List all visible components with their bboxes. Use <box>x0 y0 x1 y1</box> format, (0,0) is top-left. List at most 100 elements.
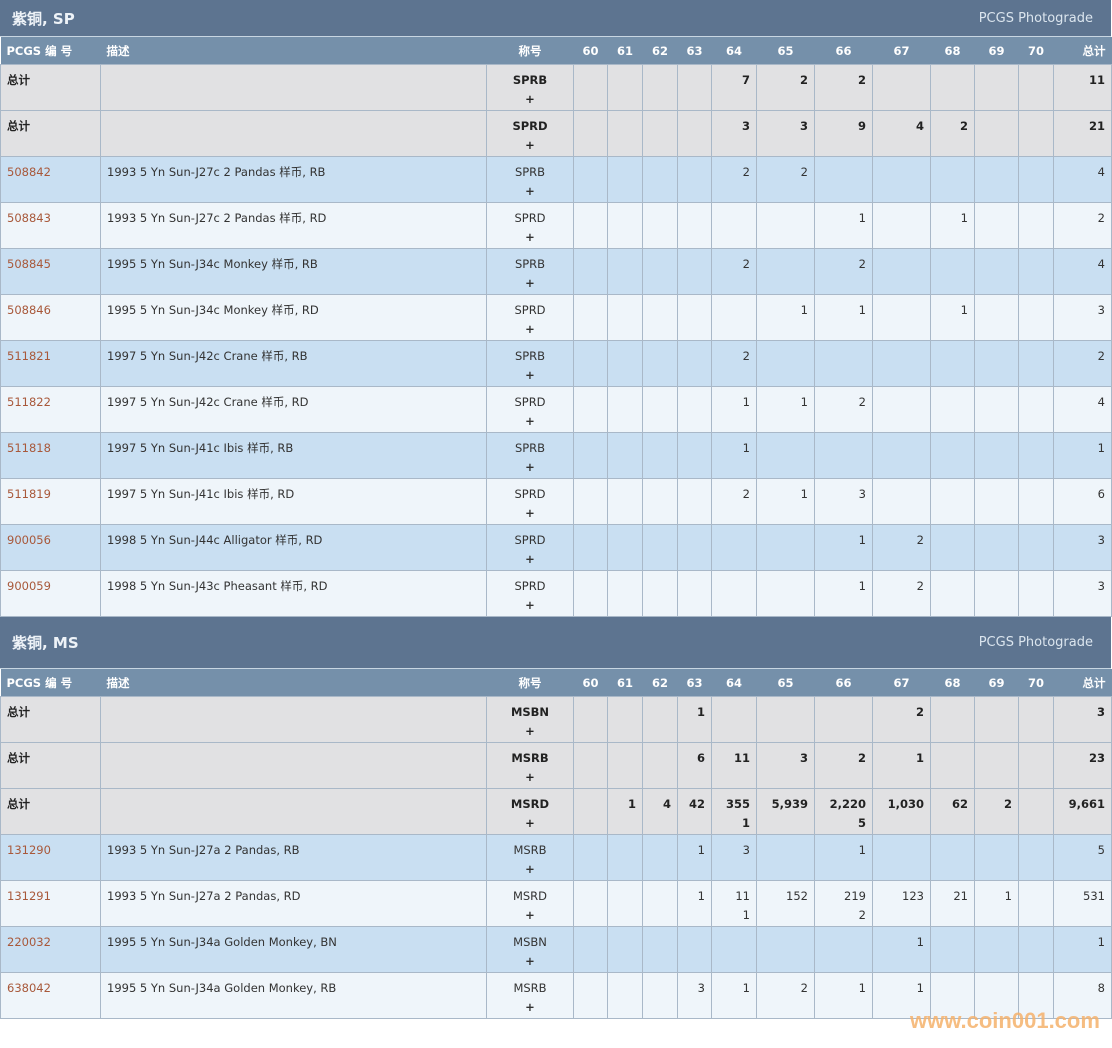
grade-cell-66[interactable]: 2,220 5 <box>814 788 873 835</box>
grade-cell-65[interactable]: 1 <box>756 386 815 433</box>
col-header-grade-61[interactable]: 61 <box>607 669 643 697</box>
grade-cell-69[interactable]: 2 <box>974 788 1019 835</box>
col-header-grade-67[interactable]: 67 <box>872 37 931 65</box>
pcgs-number-link[interactable]: 511822 <box>7 395 51 409</box>
grade-cell-63[interactable]: 1 <box>677 834 712 881</box>
grade-cell-65[interactable]: 5,939 <box>756 788 815 835</box>
pcgs-number-link[interactable]: 508843 <box>7 211 51 225</box>
col-header-grade-68[interactable]: 68 <box>930 669 975 697</box>
grade-cell-67[interactable]: 1 <box>872 926 931 973</box>
grade-cell-66[interactable]: 2 <box>814 248 873 295</box>
grade-cell-66[interactable]: 219 2 <box>814 880 873 927</box>
grade-cell-66[interactable]: 9 <box>814 110 873 157</box>
grade-cell-64[interactable]: 11 <box>711 742 757 789</box>
grade-cell-66[interactable]: 2 <box>814 742 873 789</box>
grade-cell-64[interactable]: 11 1 <box>711 880 757 927</box>
grade-cell-63[interactable]: 3 <box>677 972 712 1019</box>
pcgs-number-link[interactable]: 511818 <box>7 441 51 455</box>
grade-cell-66[interactable]: 1 <box>814 570 873 617</box>
grade-cell-64[interactable]: 1 <box>711 386 757 433</box>
plus-expand-button[interactable]: + <box>525 92 535 106</box>
pcgs-number-link[interactable]: 508842 <box>7 165 51 179</box>
col-header-grade-66[interactable]: 66 <box>814 37 873 65</box>
grade-cell-65[interactable]: 2 <box>756 64 815 111</box>
col-header-grade-64[interactable]: 64 <box>711 37 757 65</box>
plus-expand-button[interactable]: + <box>525 1000 535 1014</box>
pcgs-number-link[interactable]: 508846 <box>7 303 51 317</box>
col-header-grade-64[interactable]: 64 <box>711 669 757 697</box>
grade-cell-64[interactable]: 1 <box>711 972 757 1019</box>
pcgs-number-link[interactable]: 131291 <box>7 889 51 903</box>
grade-cell-66[interactable]: 1 <box>814 294 873 341</box>
grade-cell-62[interactable]: 4 <box>642 788 678 835</box>
col-header-grade-61[interactable]: 61 <box>607 37 643 65</box>
col-header-total[interactable]: 总计 <box>1053 37 1112 65</box>
plus-expand-button[interactable]: + <box>525 506 535 520</box>
col-header-desc[interactable]: 描述 <box>100 669 487 697</box>
grade-cell-68[interactable]: 62 <box>930 788 975 835</box>
grade-cell-68[interactable]: 1 <box>930 202 975 249</box>
grade-cell-67[interactable]: 2 <box>872 696 931 743</box>
col-header-grade-70[interactable]: 70 <box>1018 37 1054 65</box>
grade-cell-66[interactable]: 1 <box>814 972 873 1019</box>
col-header-designation[interactable]: 称号 <box>486 669 574 697</box>
col-header-grade-67[interactable]: 67 <box>872 669 931 697</box>
plus-expand-button[interactable]: + <box>525 552 535 566</box>
grade-cell-66[interactable]: 1 <box>814 202 873 249</box>
grade-cell-64[interactable]: 1 <box>711 432 757 479</box>
plus-expand-button[interactable]: + <box>525 724 535 738</box>
col-header-grade-68[interactable]: 68 <box>930 37 975 65</box>
grade-cell-64[interactable]: 3 <box>711 110 757 157</box>
grade-cell-65[interactable]: 3 <box>756 110 815 157</box>
col-header-desc[interactable]: 描述 <box>100 37 487 65</box>
grade-cell-64[interactable]: 3 <box>711 834 757 881</box>
pcgs-number-link[interactable]: 131290 <box>7 843 51 857</box>
grade-cell-67[interactable]: 4 <box>872 110 931 157</box>
pcgs-number-link[interactable]: 900059 <box>7 579 51 593</box>
grade-cell-64[interactable]: 355 1 <box>711 788 757 835</box>
col-header-grade-63[interactable]: 63 <box>677 37 712 65</box>
col-header-grade-62[interactable]: 62 <box>642 669 678 697</box>
col-header-grade-69[interactable]: 69 <box>974 37 1019 65</box>
pcgs-number-link[interactable]: 638042 <box>7 981 51 995</box>
grade-cell-65[interactable]: 2 <box>756 972 815 1019</box>
plus-expand-button[interactable]: + <box>525 816 535 830</box>
plus-expand-button[interactable]: + <box>525 184 535 198</box>
col-header-grade-62[interactable]: 62 <box>642 37 678 65</box>
plus-expand-button[interactable]: + <box>525 460 535 474</box>
grade-cell-66[interactable]: 2 <box>814 386 873 433</box>
plus-expand-button[interactable]: + <box>525 276 535 290</box>
grade-cell-66[interactable]: 2 <box>814 64 873 111</box>
grade-cell-66[interactable]: 1 <box>814 834 873 881</box>
grade-cell-64[interactable]: 2 <box>711 156 757 203</box>
col-header-pcgs[interactable]: PCGS 编 号 <box>0 37 101 65</box>
grade-cell-64[interactable]: 2 <box>711 248 757 295</box>
grade-cell-67[interactable]: 2 <box>872 524 931 571</box>
pcgs-number-link[interactable]: 511819 <box>7 487 51 501</box>
photograde-link[interactable]: PCGS Photograde <box>978 635 1093 650</box>
grade-cell-66[interactable]: 1 <box>814 524 873 571</box>
pcgs-number-link[interactable]: 508845 <box>7 257 51 271</box>
grade-cell-65[interactable]: 2 <box>756 156 815 203</box>
grade-cell-65[interactable]: 1 <box>756 294 815 341</box>
col-header-total[interactable]: 总计 <box>1053 669 1112 697</box>
col-header-grade-70[interactable]: 70 <box>1018 669 1054 697</box>
grade-cell-64[interactable]: 7 <box>711 64 757 111</box>
col-header-grade-65[interactable]: 65 <box>756 37 815 65</box>
col-header-grade-69[interactable]: 69 <box>974 669 1019 697</box>
plus-expand-button[interactable]: + <box>525 414 535 428</box>
plus-expand-button[interactable]: + <box>525 368 535 382</box>
col-header-pcgs[interactable]: PCGS 编 号 <box>0 669 101 697</box>
grade-cell-64[interactable]: 2 <box>711 478 757 525</box>
plus-expand-button[interactable]: + <box>525 908 535 922</box>
grade-cell-63[interactable]: 42 <box>677 788 712 835</box>
col-header-grade-65[interactable]: 65 <box>756 669 815 697</box>
grade-cell-68[interactable]: 1 <box>930 294 975 341</box>
pcgs-number-link[interactable]: 511821 <box>7 349 51 363</box>
grade-cell-65[interactable]: 3 <box>756 742 815 789</box>
grade-cell-64[interactable]: 2 <box>711 340 757 387</box>
plus-expand-button[interactable]: + <box>525 862 535 876</box>
photograde-link[interactable]: PCGS Photograde <box>978 10 1093 26</box>
plus-expand-button[interactable]: + <box>525 230 535 244</box>
grade-cell-67[interactable]: 123 <box>872 880 931 927</box>
